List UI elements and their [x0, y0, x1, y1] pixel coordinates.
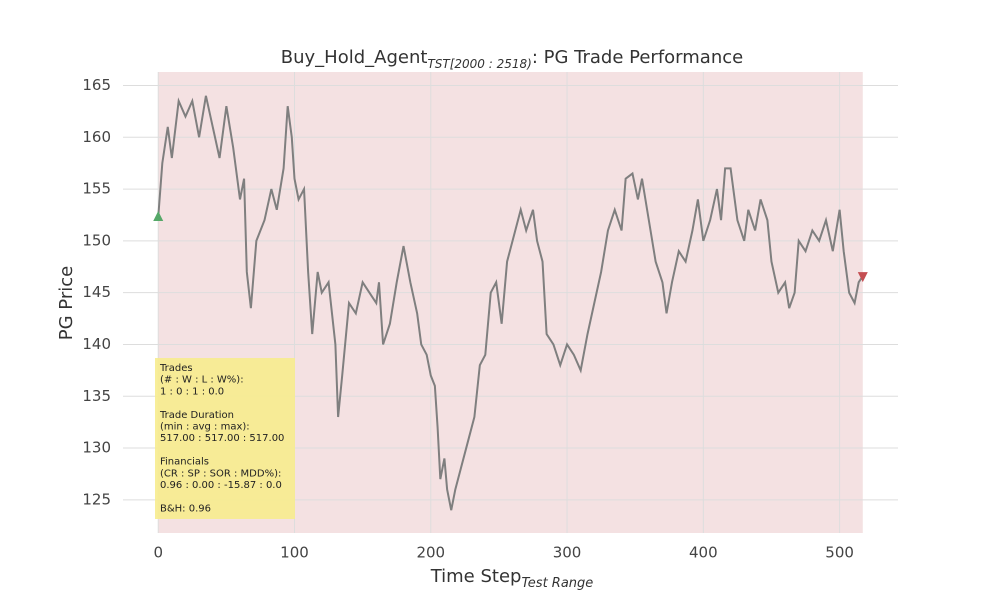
chart-title: Buy_Hold_AgentTST[2000 : 2518): PG Trade… [281, 47, 743, 71]
stats-line: B&H: 0.96 [160, 503, 211, 514]
y-tick-label: 165 [82, 76, 111, 94]
sell-marker [857, 272, 868, 283]
y-tick-label: 140 [82, 335, 111, 353]
y-tick-label: 160 [82, 128, 111, 146]
y-tick-label: 145 [82, 283, 111, 301]
title-sub: TST[2000 : 2518) [427, 57, 531, 71]
x-tick-label: 100 [280, 544, 309, 562]
stats-line: 1 : 0 : 1 : 0.0 [160, 386, 224, 397]
x-axis-label: Time StepTest Range [430, 566, 594, 591]
y-tick-label: 150 [82, 231, 111, 249]
x-tick-label: 400 [689, 544, 718, 562]
x-tick-label: 500 [825, 544, 854, 562]
x-tick-label: 200 [416, 544, 445, 562]
x-label-sub: Test Range [521, 576, 593, 591]
stats-line: Financials [160, 457, 209, 468]
buy-marker [153, 211, 164, 222]
y-tick-label: 155 [82, 180, 111, 198]
x-tick-label: 300 [553, 544, 582, 562]
stats-line: Trade Duration [159, 410, 234, 421]
y-tick-label: 135 [82, 387, 111, 405]
y-axis-label: PG Price [56, 266, 77, 340]
stats-box-bg [155, 358, 295, 519]
stats-line: (CR : SP : SOR : MDD%): [160, 468, 281, 479]
title-main: Buy_Hold_Agent [281, 47, 428, 68]
y-tick-label: 125 [82, 490, 111, 508]
stats-line: (min : avg : max): [160, 422, 250, 433]
x-label-main: Time Step [430, 566, 522, 587]
price-line [157, 95, 864, 511]
x-tick-label: 0 [153, 544, 163, 562]
stats-line: 0.96 : 0.00 : -15.87 : 0.0 [160, 480, 282, 491]
stats-line: (# : W : L : W%): [160, 375, 244, 386]
y-tick-label: 130 [82, 439, 111, 457]
stats-line: Trades [159, 363, 193, 374]
title-rest: : PG Trade Performance [532, 47, 743, 68]
stats-box: Trades(# : W : L : W%):1 : 0 : 1 : 0.0 Tr… [155, 358, 295, 519]
stats-line: 517.00 : 517.00 : 517.00 [160, 433, 284, 444]
